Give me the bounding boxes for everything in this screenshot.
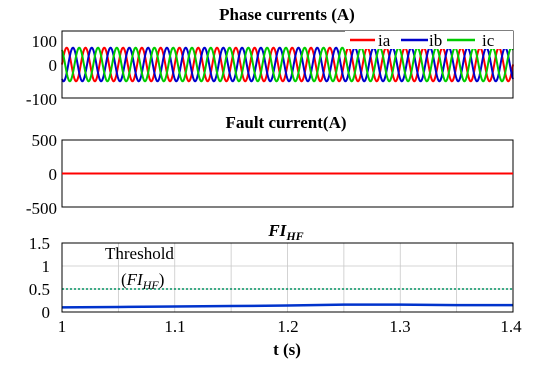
panel1-legend: ia ib ic bbox=[345, 31, 513, 50]
series-line-ic bbox=[61, 46, 514, 83]
xtick-1.3: 1.3 bbox=[389, 317, 410, 336]
threshold-annotation-line2: (FIHF) bbox=[121, 270, 164, 292]
legend-box bbox=[345, 31, 513, 49]
panel1-ytick-100: 100 bbox=[32, 32, 58, 51]
threshold-annotation-line1: Threshold bbox=[105, 244, 174, 263]
panel3-ytick-0: 0 bbox=[42, 303, 51, 322]
panel3-ytick-1: 1 bbox=[42, 257, 51, 276]
panel3-frame bbox=[61, 242, 514, 313]
legend-label-ia: ia bbox=[378, 31, 391, 50]
panel2-ytick-neg500: -500 bbox=[26, 199, 57, 218]
panel1-ytick-0: 0 bbox=[49, 56, 58, 75]
panel1-ytick-neg100: -100 bbox=[26, 90, 57, 109]
series-line-ia bbox=[61, 46, 514, 83]
xtick-1.1: 1.1 bbox=[164, 317, 185, 336]
series-line-ib bbox=[61, 46, 514, 83]
series-line-fi-hf bbox=[61, 303, 513, 309]
legend-label-ic: ic bbox=[482, 31, 495, 50]
legend-label-ib: ib bbox=[429, 31, 442, 50]
panel3-ytick-1.5: 1.5 bbox=[29, 234, 50, 253]
x-axis-label: t (s) bbox=[273, 340, 301, 359]
panel3-series-layer bbox=[61, 288, 513, 309]
panel2-ytick-0: 0 bbox=[49, 165, 58, 184]
xtick-1: 1 bbox=[58, 317, 67, 336]
xtick-1.4: 1.4 bbox=[500, 317, 522, 336]
panel2-title: Fault current(A) bbox=[225, 113, 346, 132]
panel3-title: FIHF bbox=[267, 221, 303, 243]
panel1-frame bbox=[61, 30, 514, 99]
panel3-ytick-0.5: 0.5 bbox=[29, 280, 50, 299]
panel1-series-layer bbox=[61, 46, 514, 83]
panel1-title: Phase currents (A) bbox=[219, 5, 355, 24]
panel2-ytick-500: 500 bbox=[32, 131, 58, 150]
xtick-1.2: 1.2 bbox=[277, 317, 298, 336]
